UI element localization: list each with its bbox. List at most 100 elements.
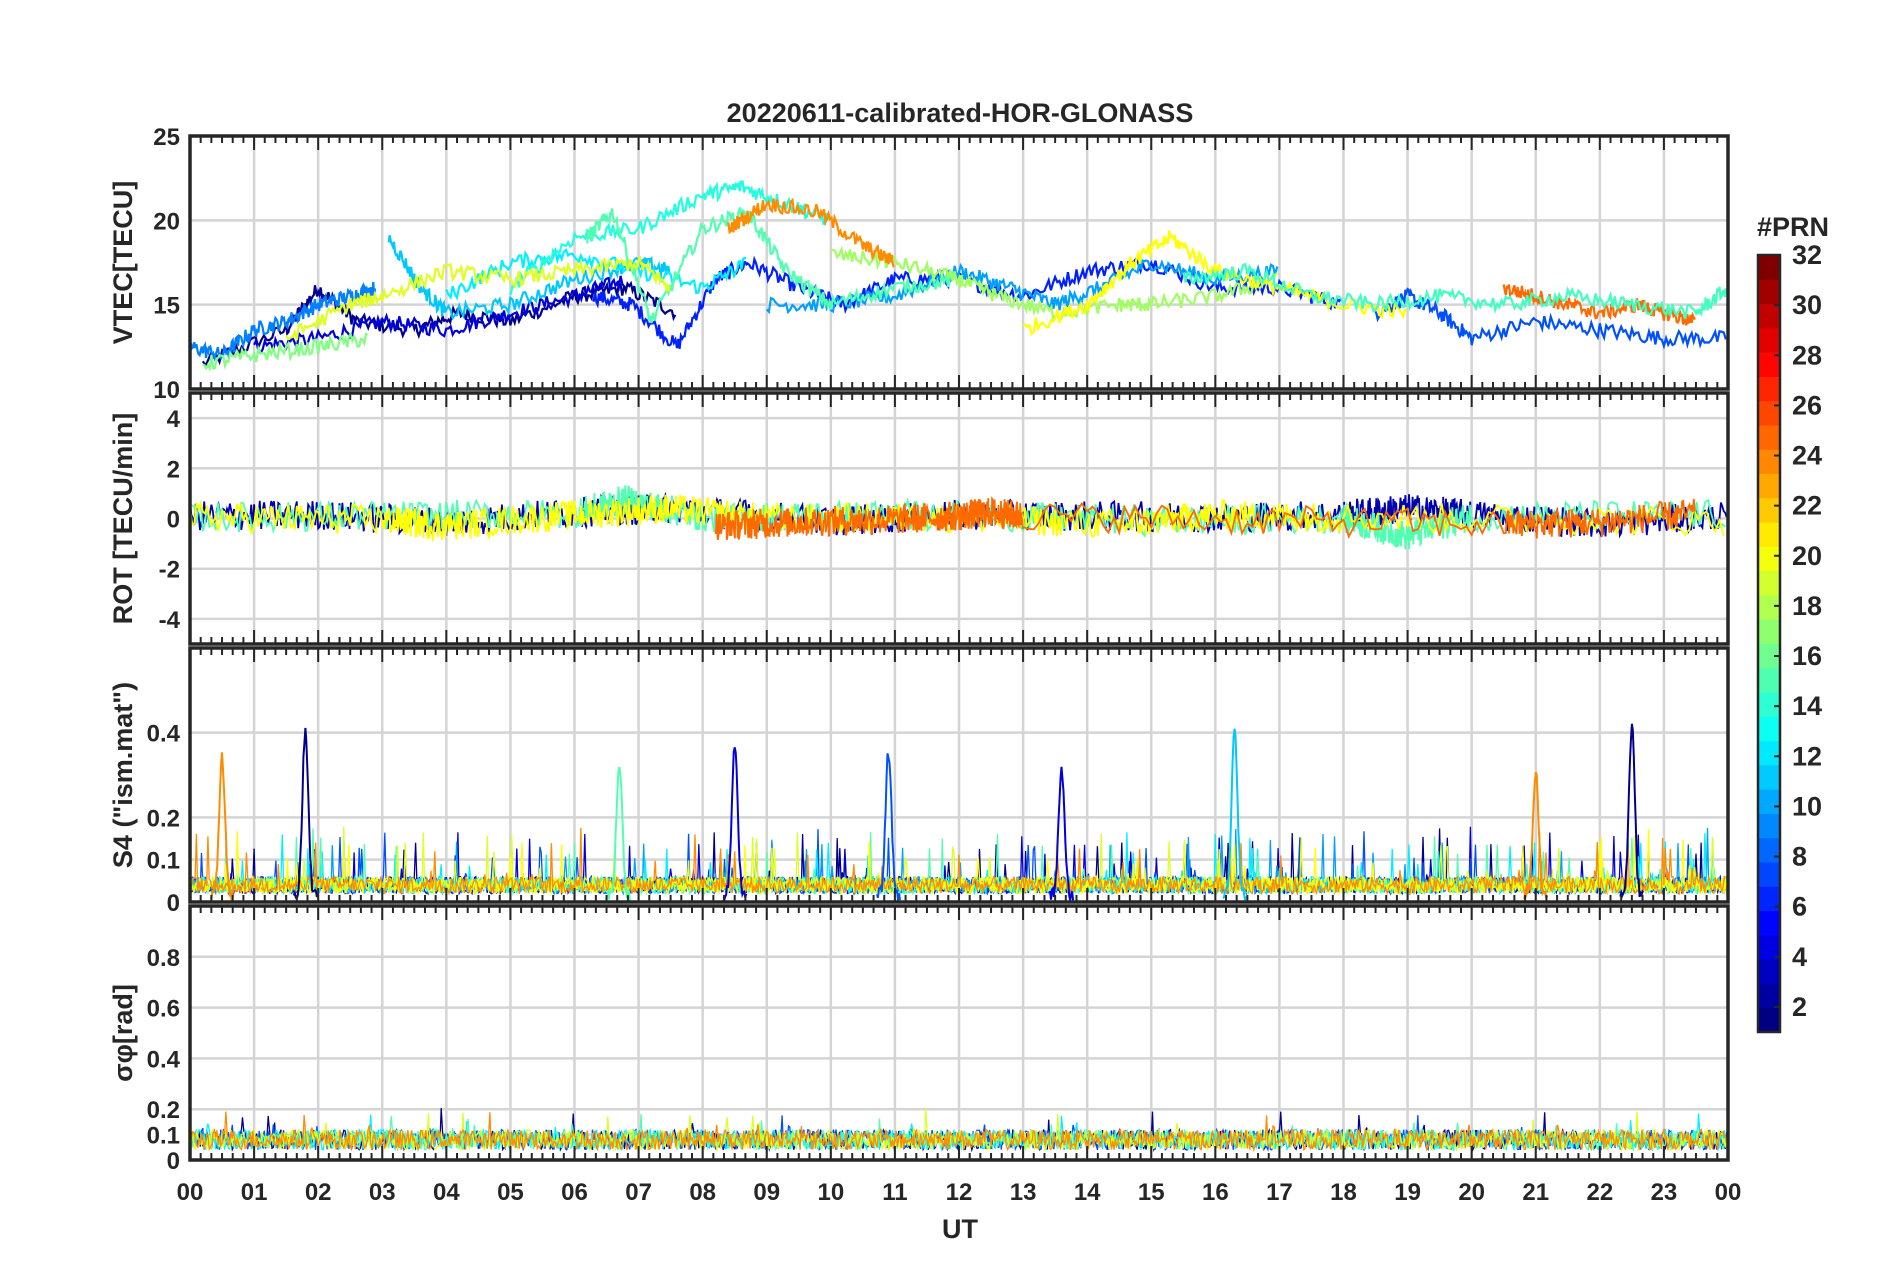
series-group (190, 485, 1728, 550)
ticks (189, 136, 1729, 389)
x-tick-label: 09 (753, 1179, 780, 1206)
x-tick-label: 06 (561, 1179, 588, 1206)
peak-5 (209, 752, 235, 902)
colorbar-bin (1758, 449, 1780, 475)
y-tick-label: -4 (159, 607, 181, 634)
colorbar-bin (1758, 692, 1780, 717)
y-axis-label: S4 ("ism.mat") (108, 682, 138, 868)
colorbar-bin (1758, 400, 1780, 426)
colorbar-bin (1758, 473, 1780, 499)
series-prn-16 (202, 332, 369, 372)
y-tick-label: 0.6 (147, 996, 180, 1023)
x-tick-label: 02 (305, 1179, 332, 1206)
x-tick-label: 00 (1715, 1179, 1742, 1206)
colorbar-bin (1758, 862, 1780, 887)
series-prn-3 (253, 275, 626, 355)
colorbar-bin (1758, 959, 1780, 984)
x-tick-label: 21 (1522, 1179, 1549, 1206)
y-tick-label: 0 (167, 1148, 180, 1175)
colorbar-bin (1758, 813, 1780, 839)
series-prn-24 (714, 496, 1696, 541)
x-tick-label: 16 (1202, 1179, 1229, 1206)
y-tick-label: 2 (167, 456, 180, 483)
y-tick-label: 0.4 (147, 1046, 181, 1073)
chart-title: 20220611-calibrated-HOR-GLONASS (727, 98, 1194, 128)
colorbar-bin (1758, 1007, 1780, 1033)
y-tick-label: 25 (153, 124, 180, 151)
series-prn-23 (727, 197, 895, 268)
x-tick-label: 20 (1458, 1179, 1485, 1206)
colorbar-bin (1758, 934, 1780, 960)
colorbar-bin (1758, 570, 1780, 596)
colorbar-bin (1758, 303, 1780, 329)
y-tick-label: 0.8 (147, 945, 180, 972)
y-tick-label: 0.1 (147, 848, 180, 875)
series-prn-24 (1502, 284, 1696, 326)
colorbar-bin (1758, 789, 1780, 814)
series-sigma-3 (190, 1113, 1728, 1152)
colorbar-bin (1758, 255, 1780, 280)
x-axis-label: UT (942, 1214, 978, 1244)
x-tick-label: 11 (882, 1179, 907, 1206)
panels: 10 15 20 25 VTEC[TECU] -4 -2 0 2 4 ROT [TECU/min] 0… (108, 124, 1730, 1175)
ticks (189, 906, 1729, 1160)
x-tick-label: 23 (1651, 1179, 1678, 1206)
y-tick-label: 0.1 (147, 1123, 180, 1150)
colorbar-tick-label: 16 (1792, 641, 1822, 671)
colorbar-bin (1758, 522, 1780, 547)
y-tick-label: 0.2 (147, 805, 180, 832)
x-tick-label: 14 (1074, 1179, 1101, 1206)
peak-1 (722, 747, 748, 902)
panel-4: 00.10.2 0.4 0.6 0.8 σφ[rad] (108, 904, 1730, 1175)
colorbar-bin (1758, 352, 1780, 377)
x-tick-label: 22 (1586, 1179, 1613, 1206)
colorbar-tick-label: 4 (1792, 942, 1807, 972)
x-axis: 00 01 02 03 04 05 06 07 08 09 10 11 12 13 14 15 16 17 18 19… (177, 1179, 1742, 1206)
y-tick-label: 15 (153, 293, 180, 320)
x-tick-label: 13 (1010, 1179, 1037, 1206)
series-prn-14 (190, 485, 1726, 550)
colorbar-tick-label: 14 (1792, 691, 1822, 721)
x-tick-label: 12 (946, 1179, 973, 1206)
colorbar-bin (1758, 716, 1780, 742)
peak-8 (1523, 771, 1549, 900)
y-tick-label: -2 (159, 557, 180, 584)
colorbar-tick-label: 10 (1792, 791, 1822, 821)
colorbar-bin (1758, 764, 1780, 790)
panel-1: 10 15 20 25 VTEC[TECU] (108, 124, 1730, 404)
colorbar-bin (1758, 546, 1780, 572)
colorbar-tick-label: 8 (1792, 842, 1807, 872)
colorbar-tick-label: 26 (1792, 390, 1822, 420)
y-tick-label: 0.2 (147, 1097, 180, 1124)
colorbar-tick-label: 12 (1792, 741, 1822, 771)
colorbar-bin (1758, 983, 1780, 1009)
colorbar-bin (1758, 424, 1780, 450)
colorbar-bin (1758, 594, 1780, 620)
y-tick-label: 10 (153, 377, 180, 404)
x-tick-label: 01 (241, 1179, 268, 1206)
x-tick-label: 04 (433, 1179, 460, 1206)
x-tick-label: 08 (689, 1179, 716, 1206)
series-group (190, 180, 1728, 372)
colorbar-bin (1758, 327, 1780, 353)
colorbar-bin (1758, 643, 1780, 669)
y-tick-label: 0 (167, 507, 180, 534)
series-prn-15 (1182, 262, 1728, 320)
colorbar-tick-label: 30 (1792, 290, 1822, 320)
panel-2: -4 -2 0 2 4 ROT [TECU/min] (108, 391, 1730, 646)
y-tick-label: 0 (167, 890, 180, 917)
x-tick-label: 19 (1394, 1179, 1421, 1206)
y-tick-label: 0.4 (147, 721, 181, 748)
y-tick-label: 20 (153, 208, 180, 235)
peak-3 (1222, 728, 1248, 902)
colorbar-tick-label: 22 (1792, 491, 1822, 521)
y-axis-label: ROT [TECU/min] (108, 413, 138, 624)
y-axis-label: VTEC[TECU] (108, 181, 138, 345)
colorbar-label: #PRN (1757, 212, 1829, 242)
colorbar-tick-label: 20 (1792, 541, 1822, 571)
y-axis-label: σφ[rad] (108, 984, 138, 1082)
series-s4-8 (190, 827, 1728, 896)
panel-3: 0 0.1 0.2 0.4 S4 ("ism.mat") (108, 646, 1730, 917)
colorbar-bin (1758, 667, 1780, 693)
